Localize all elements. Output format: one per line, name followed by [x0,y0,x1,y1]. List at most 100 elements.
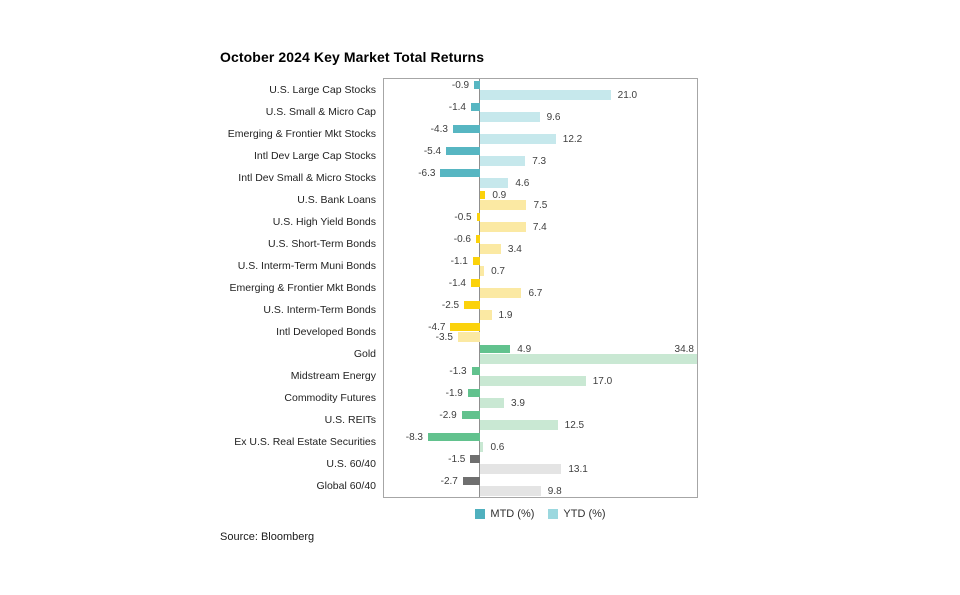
ytd-bar [479,442,484,452]
mtd-bar [474,81,480,90]
value-label: -3.5 [435,331,453,343]
ytd-legend-label: YTD (%) [563,508,606,520]
value-label: 0.9 [492,189,507,201]
legend-item-mtd: MTD (%) [475,508,534,520]
ytd-bar [479,398,505,408]
value-label: 0.6 [490,441,505,453]
mtd-legend-swatch [475,509,486,519]
zero-axis-line [479,79,481,497]
mtd-bar [446,147,480,156]
ytd-bar [457,332,480,342]
category-label: U.S. Small & Micro Cap [265,105,376,118]
mtd-bar [450,323,480,332]
ytd-bar [479,222,526,232]
legend-item-ytd: YTD (%) [548,508,606,520]
value-label: 12.2 [562,133,583,145]
category-label: Global 60/40 [316,479,376,492]
chart-title: October 2024 Key Market Total Returns [220,49,485,65]
ytd-bar [479,486,541,496]
mtd-bar [476,213,480,222]
value-label: -1.1 [450,255,468,267]
value-label: 3.9 [511,397,525,409]
value-label: 13.1 [568,463,588,475]
value-label: 1.9 [498,309,513,321]
mtd-bar [461,411,480,420]
category-label: U.S. Large Cap Stocks [269,83,376,96]
ytd-legend-swatch [548,509,559,519]
mtd-bar [470,103,480,112]
mtd-bar [427,433,480,442]
category-label: U.S. Bank Loans [297,193,376,206]
ytd-bar [479,266,485,276]
category-label: Emerging & Frontier Mkt Stocks [227,127,376,140]
value-label: -0.5 [454,211,472,223]
value-label: 12.5 [564,419,585,431]
category-label: U.S. Interm-Term Muni Bonds [237,259,376,272]
ytd-bar [479,156,526,166]
mtd-bar [472,257,480,266]
value-label: 21.0 [617,89,638,101]
value-label: 9.8 [547,485,562,497]
category-label: Gold [353,347,376,360]
category-label: Emerging & Frontier Mkt Bonds [229,281,376,294]
ytd-bar [479,464,562,474]
value-label: 34.8 [674,343,694,355]
mtd-bar [440,169,480,178]
category-label: U.S. 60/40 [326,457,376,470]
value-label: 7.4 [532,221,547,233]
mtd-bar [452,125,480,134]
value-label: -2.9 [439,409,457,421]
category-label: Midstream Energy [290,369,376,382]
value-label: 4.6 [515,177,530,189]
mtd-bar [479,191,486,200]
mtd-bar [462,477,480,486]
value-label: -8.3 [405,431,423,443]
legend: MTD (%) YTD (%) [383,507,698,521]
value-label: 6.7 [528,287,543,299]
mtd-bar [470,279,480,288]
ytd-bar [479,200,527,210]
ytd-bar [479,420,558,430]
ytd-bar [479,244,501,254]
value-label: -6.3 [418,167,436,179]
mtd-bar [467,389,480,398]
ytd-bar [479,376,586,386]
ytd-bar [479,134,556,144]
ytd-bar [479,310,492,320]
value-label: -4.7 [428,321,446,333]
category-labels: U.S. Large Cap Stocks U.S. Small & Micro … [150,79,376,497]
value-label: 7.3 [532,155,547,167]
category-label: Commodity Futures [284,391,376,404]
mtd-legend-label: MTD (%) [490,508,535,520]
value-label: -0.6 [453,233,471,245]
category-label: Intl Developed Bonds [276,325,376,338]
ytd-bar [479,112,540,122]
category-label: Intl Dev Large Cap Stocks [254,149,376,162]
plot-area: -0.9 21.0 -1.4 9.6 -4.3 12.2 -5.4 7.3 -6.3 4.6 0.9… [383,78,698,498]
value-label: -2.7 [440,475,458,487]
mtd-bar [475,235,480,244]
ytd-bar [479,354,697,364]
source-note: Source: Bloomberg [220,531,315,543]
value-label: 4.9 [517,343,532,355]
category-label: U.S. High Yield Bonds [272,215,376,228]
ytd-bar [479,178,509,188]
ytd-bar [479,90,611,100]
category-label: U.S. Short-Term Bonds [268,237,376,250]
value-label: -1.9 [445,387,463,399]
value-label: -1.3 [449,365,467,377]
value-label: 0.7 [491,265,505,277]
value-label: 17.0 [592,375,613,387]
mtd-bar [471,367,480,376]
value-label: -1.4 [448,101,466,113]
value-label: -0.9 [451,79,470,91]
category-label: Intl Dev Small & Micro Stocks [238,171,376,184]
value-label: -1.5 [448,453,466,465]
value-label: 9.6 [546,111,561,123]
value-label: -2.5 [441,299,460,311]
mtd-bar [479,345,511,354]
mtd-bar [464,301,480,310]
category-label: U.S. Interm-Term Bonds [263,303,376,316]
category-label: U.S. REITs [324,413,376,426]
